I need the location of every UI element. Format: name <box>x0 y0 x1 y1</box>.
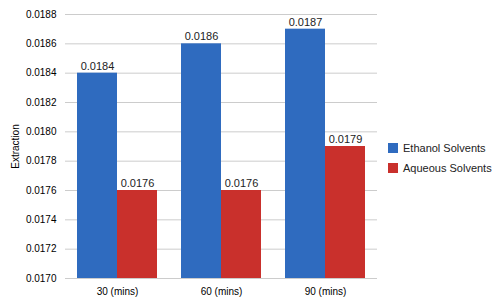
svg-text:0.0188: 0.0188 <box>26 9 57 20</box>
html-text:Aqueous Solvents: Aqueous Solvents <box>403 162 492 174</box>
svg-text:60 (mins): 60 (mins) <box>201 286 243 297</box>
svg-text:0.0186: 0.0186 <box>185 30 219 42</box>
svg-text:0.0182: 0.0182 <box>26 97 57 108</box>
svg-text:0.0174: 0.0174 <box>26 214 57 225</box>
svg-text:30 (mins): 30 (mins) <box>97 286 139 297</box>
svg-text:Extraction: Extraction <box>10 124 21 168</box>
svg-text:0.0186: 0.0186 <box>26 38 57 49</box>
html-text:Ethanol Solvents: Ethanol Solvents <box>403 142 486 154</box>
svg-text:0.0184: 0.0184 <box>26 67 57 78</box>
svg-text:0.0170: 0.0170 <box>26 273 57 284</box>
svg-text:90 (mins): 90 (mins) <box>305 286 347 297</box>
svg-text:0.0178: 0.0178 <box>26 155 57 166</box>
svg-text:0.0176: 0.0176 <box>225 177 259 189</box>
svg-text:0.0180: 0.0180 <box>26 126 57 137</box>
svg-text:0.0172: 0.0172 <box>26 243 57 254</box>
svg-text:0.0184: 0.0184 <box>81 60 115 72</box>
svg-text:0.0176: 0.0176 <box>26 185 57 196</box>
svg-text:0.0176: 0.0176 <box>121 177 155 189</box>
svg-text:0.0187: 0.0187 <box>289 16 323 28</box>
svg-text:0.0179: 0.0179 <box>329 133 363 145</box>
